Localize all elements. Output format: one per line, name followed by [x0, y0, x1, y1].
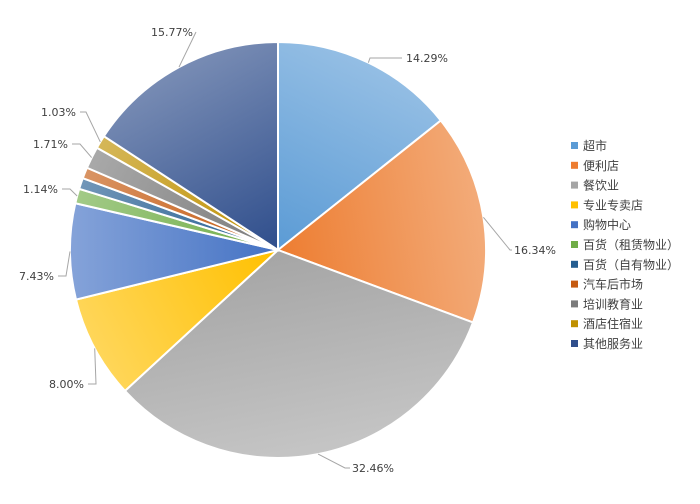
legend-label: 百货（租赁物业） — [583, 237, 679, 252]
legend-swatch — [571, 320, 578, 328]
data-label: 16.34% — [514, 244, 556, 257]
leader-line — [178, 31, 197, 68]
pie-slice — [74, 249, 279, 393]
legend-swatch — [571, 260, 578, 268]
pie-slice — [102, 40, 279, 252]
data-label: 8.00% — [49, 378, 84, 391]
leader-line — [317, 453, 350, 469]
data-label: 1.14% — [23, 183, 58, 196]
leader-line — [62, 188, 78, 197]
legend-label: 便利店 — [583, 159, 619, 173]
legend-label: 汽车后市场 — [583, 277, 643, 292]
legend-swatch — [571, 241, 578, 248]
legend-swatch — [571, 181, 578, 189]
legend-label: 培训教育业 — [583, 296, 643, 311]
leader-line — [483, 216, 512, 251]
legend-swatch — [571, 300, 578, 308]
pie-slice — [69, 202, 279, 301]
legend-label: 超市 — [583, 138, 607, 153]
legend-label: 餐饮业 — [583, 178, 619, 193]
legend-swatch — [571, 161, 578, 169]
legend-label: 百货（自有物业） — [583, 257, 679, 272]
legend-swatch — [571, 280, 578, 288]
data-label: 32.46% — [352, 462, 394, 475]
data-label: 15.77% — [151, 26, 193, 39]
data-label: 7.43% — [19, 270, 54, 283]
pie-slice — [123, 248, 475, 459]
leader-line — [367, 57, 402, 63]
legend-label: 购物中心 — [583, 217, 631, 232]
legend-swatch — [571, 340, 578, 347]
leader-line — [80, 111, 101, 143]
leader-line — [58, 251, 71, 277]
pie-slice — [277, 40, 443, 253]
legend-swatch — [571, 142, 578, 149]
legend-label: 酒店住宿业 — [583, 316, 643, 331]
data-label: 14.29% — [406, 52, 448, 65]
legend-label: 其他服务业 — [583, 336, 643, 351]
data-label: 1.03% — [41, 106, 76, 119]
leader-line — [72, 143, 93, 158]
legend-label: 专业专卖店 — [583, 197, 643, 212]
legend-swatch — [571, 201, 578, 209]
data-label: 1.71% — [33, 138, 68, 151]
leader-line — [88, 348, 97, 385]
legend-swatch — [571, 221, 578, 229]
